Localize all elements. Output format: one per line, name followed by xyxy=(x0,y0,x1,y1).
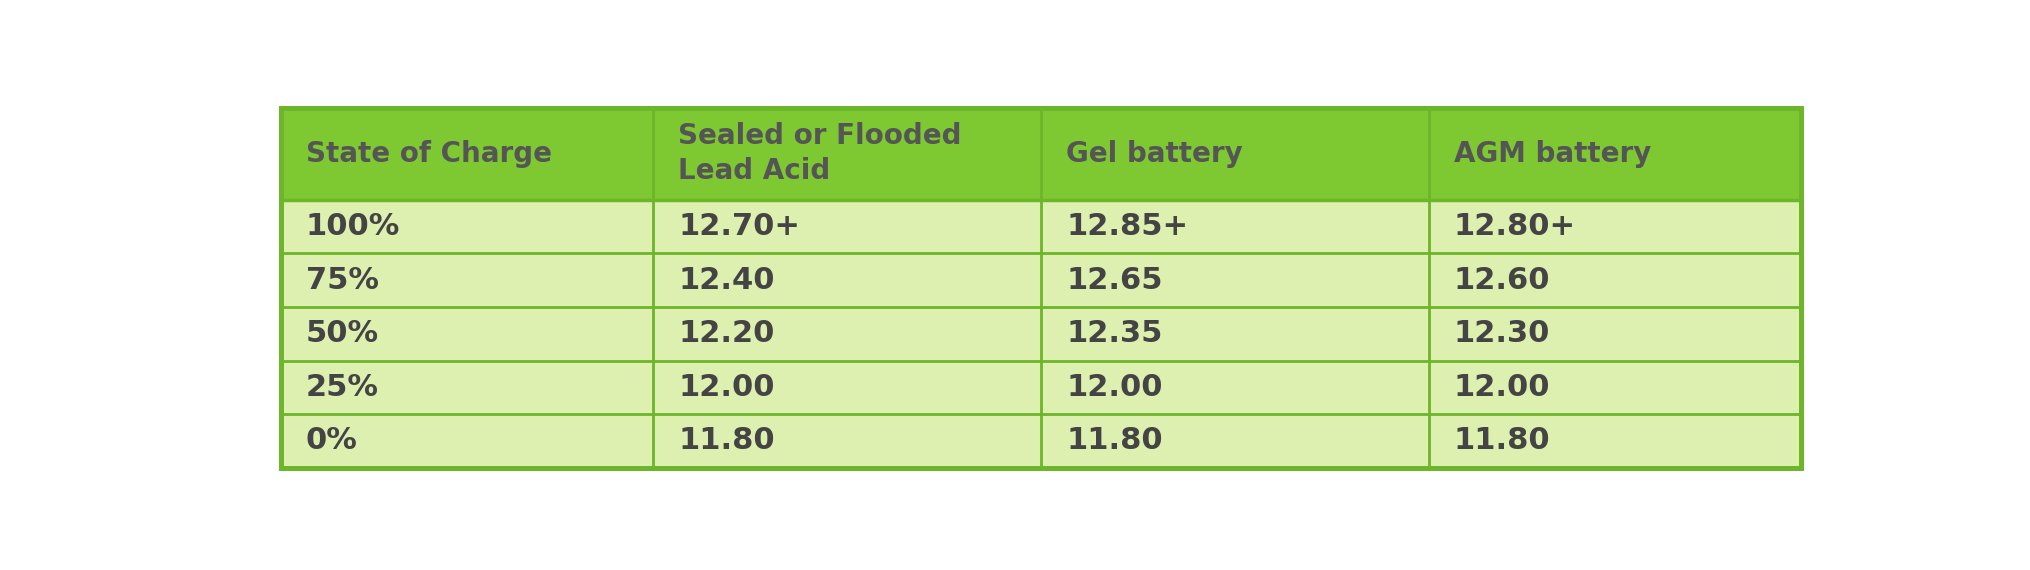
Bar xyxy=(1427,200,1801,253)
Text: 100%: 100% xyxy=(307,212,400,241)
Text: 0%: 0% xyxy=(307,426,357,455)
Bar xyxy=(280,108,1801,468)
Bar xyxy=(1039,307,1427,361)
Bar xyxy=(654,253,1039,307)
Text: 11.80: 11.80 xyxy=(1453,426,1549,455)
Bar xyxy=(280,200,654,253)
Text: 12.00: 12.00 xyxy=(1066,373,1161,402)
Text: 11.80: 11.80 xyxy=(678,426,775,455)
Text: 12.35: 12.35 xyxy=(1066,319,1161,348)
Text: AGM battery: AGM battery xyxy=(1453,140,1650,168)
Bar xyxy=(280,253,654,307)
Bar xyxy=(654,361,1039,414)
Text: Sealed or Flooded
Lead Acid: Sealed or Flooded Lead Acid xyxy=(678,123,962,185)
Text: 12.85+: 12.85+ xyxy=(1066,212,1188,241)
Bar xyxy=(654,200,1039,253)
Bar xyxy=(280,414,654,468)
Bar xyxy=(1039,414,1427,468)
Bar xyxy=(1427,414,1801,468)
Text: 25%: 25% xyxy=(307,373,380,402)
Text: 12.65: 12.65 xyxy=(1066,266,1161,295)
Bar xyxy=(280,108,654,200)
Text: Gel battery: Gel battery xyxy=(1066,140,1242,168)
Bar xyxy=(1427,253,1801,307)
Text: 12.60: 12.60 xyxy=(1453,266,1549,295)
Text: 50%: 50% xyxy=(307,319,380,348)
Bar xyxy=(280,361,654,414)
Text: 75%: 75% xyxy=(307,266,380,295)
Text: 12.00: 12.00 xyxy=(678,373,775,402)
Bar xyxy=(280,307,654,361)
Text: 11.80: 11.80 xyxy=(1066,426,1161,455)
Bar xyxy=(1039,361,1427,414)
Text: 12.30: 12.30 xyxy=(1453,319,1549,348)
Text: State of Charge: State of Charge xyxy=(307,140,552,168)
Bar xyxy=(1039,108,1427,200)
Text: 12.40: 12.40 xyxy=(678,266,775,295)
Bar xyxy=(654,108,1039,200)
Bar xyxy=(654,307,1039,361)
Bar xyxy=(1427,108,1801,200)
Text: 12.20: 12.20 xyxy=(678,319,773,348)
Text: 12.70+: 12.70+ xyxy=(678,212,800,241)
Text: 12.00: 12.00 xyxy=(1453,373,1549,402)
Bar xyxy=(654,414,1039,468)
Bar xyxy=(1427,307,1801,361)
Bar xyxy=(1039,253,1427,307)
Bar xyxy=(1039,200,1427,253)
Bar xyxy=(1427,361,1801,414)
Text: 12.80+: 12.80+ xyxy=(1453,212,1575,241)
